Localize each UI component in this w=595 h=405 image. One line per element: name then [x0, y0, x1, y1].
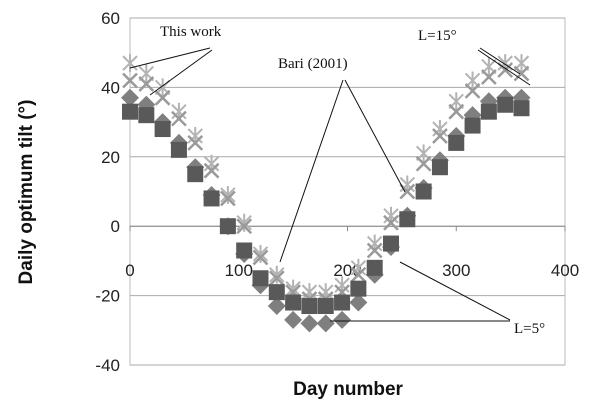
point: [464, 82, 481, 99]
y-tick-label: -40: [95, 356, 120, 375]
point: [366, 259, 383, 276]
point: [350, 280, 367, 297]
point: [448, 134, 465, 151]
point: [267, 297, 286, 316]
annotation: This work: [160, 24, 222, 40]
y-axis-title: Daily optimum tilt (°): [16, 100, 37, 285]
x-tick-label: 400: [551, 261, 579, 280]
point: [252, 249, 269, 266]
point: [252, 244, 269, 263]
point: [513, 65, 530, 82]
point: [187, 135, 204, 151]
annotation-lines: [129, 47, 531, 322]
x-tick-label: 200: [333, 261, 361, 280]
point: [464, 117, 481, 134]
point: [252, 270, 269, 287]
annotation: L=15°: [418, 28, 457, 44]
point: [301, 298, 318, 315]
point: [187, 166, 204, 183]
point: [383, 235, 399, 252]
y-tick-label: 20: [101, 148, 120, 167]
point: [171, 110, 187, 127]
point: [154, 121, 171, 138]
point: [317, 298, 334, 315]
point: [170, 141, 187, 158]
point: [268, 270, 285, 287]
point: [333, 310, 352, 329]
point: [219, 190, 236, 207]
point: [399, 211, 416, 228]
point: [121, 88, 139, 107]
point: [236, 218, 253, 235]
point: [236, 242, 253, 259]
annotation: Bari (2001): [278, 56, 348, 72]
x-axis-title: Day number: [293, 379, 403, 400]
point: [154, 89, 171, 106]
point: [138, 76, 155, 92]
point: [203, 162, 220, 179]
point: [138, 107, 155, 124]
point: [480, 69, 497, 85]
y-tick-label: 60: [101, 9, 120, 28]
point: [513, 100, 530, 117]
point: [350, 266, 367, 283]
point: [448, 103, 465, 120]
x-tick-label: 100: [225, 261, 253, 280]
annotation: L=5°: [514, 321, 545, 337]
y-tick-label: -20: [95, 287, 120, 306]
point: [415, 155, 432, 172]
point: [300, 314, 319, 333]
point: [203, 190, 220, 207]
point: [269, 265, 285, 284]
point: [366, 242, 383, 259]
point: [268, 284, 285, 301]
y-tick-label: 40: [101, 78, 120, 97]
point: [284, 310, 303, 329]
point: [122, 103, 138, 120]
point: [219, 218, 236, 235]
point: [285, 294, 302, 311]
point: [334, 294, 351, 311]
point: [236, 213, 252, 232]
point: [497, 96, 514, 113]
point: [220, 185, 236, 204]
x-tick-label: 0: [125, 261, 134, 280]
point: [480, 103, 497, 120]
point: [122, 72, 138, 89]
x-tick-label: 300: [442, 261, 470, 280]
point: [431, 159, 448, 176]
y-tick-label: 0: [111, 217, 120, 236]
point: [349, 293, 368, 312]
point: [415, 183, 432, 200]
point: [432, 128, 448, 144]
point: [122, 54, 138, 73]
point: [383, 214, 399, 231]
point: [316, 314, 335, 333]
